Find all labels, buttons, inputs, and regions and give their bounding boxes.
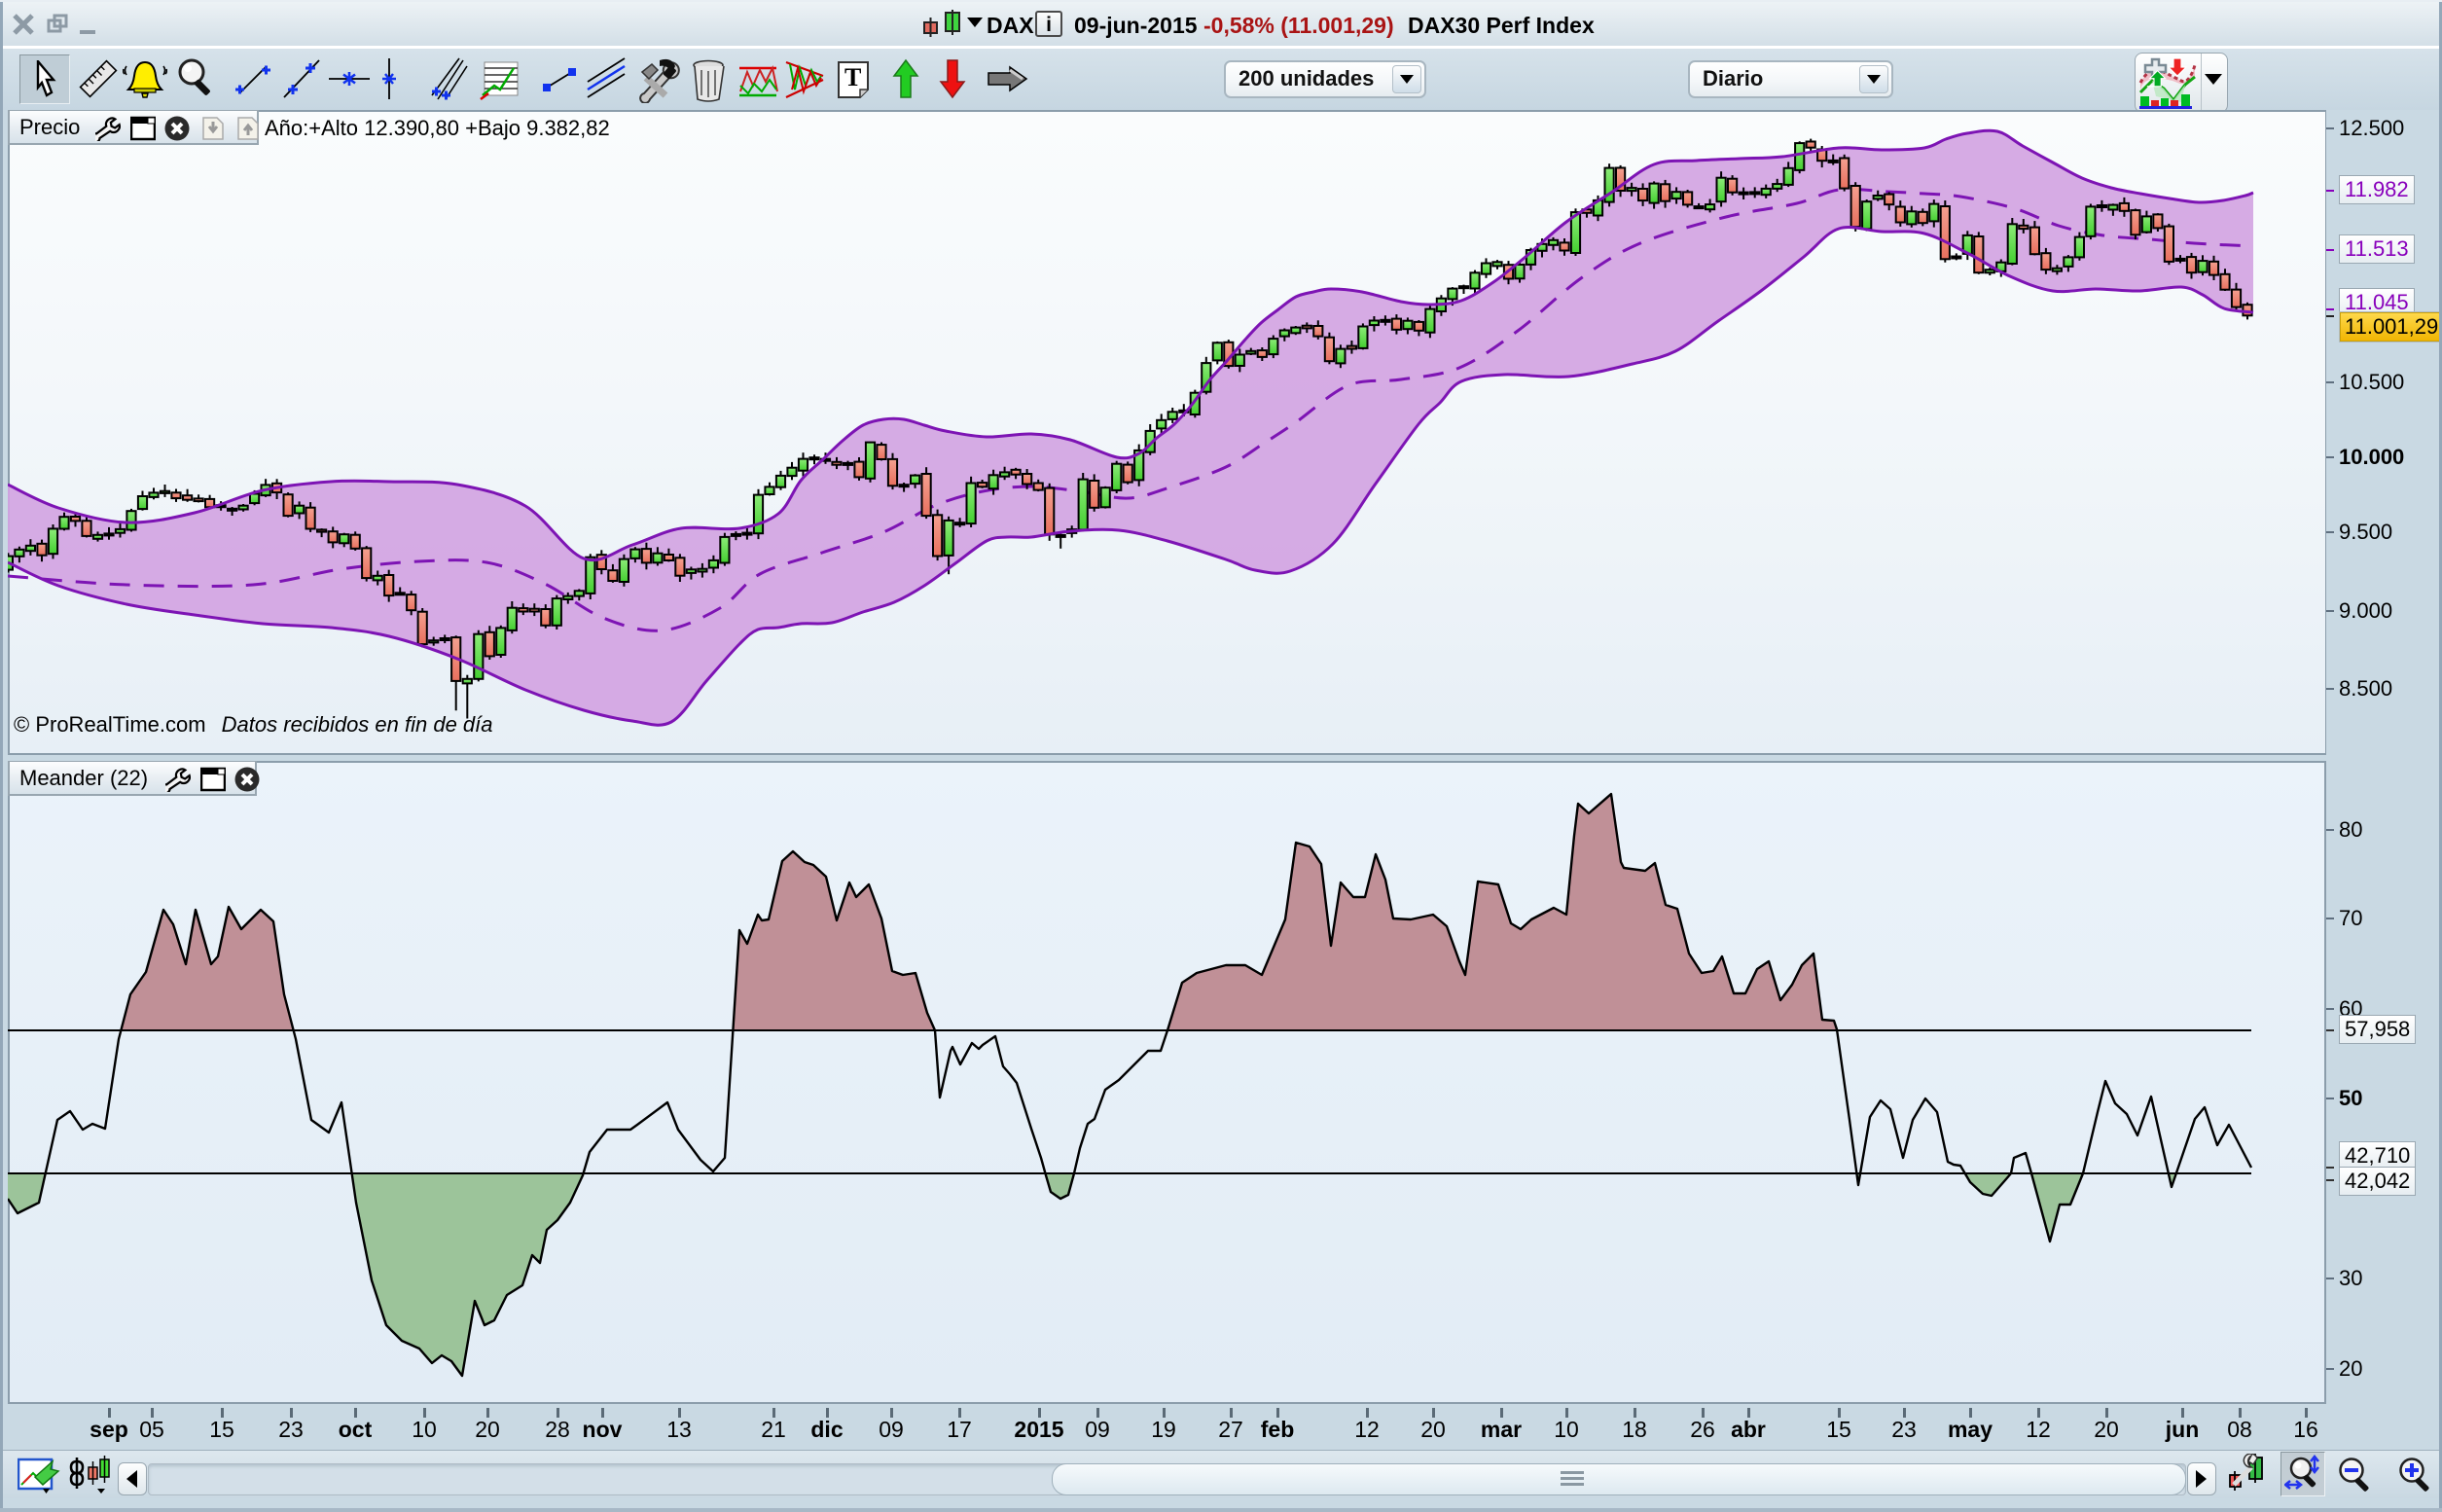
- svg-text:T: T: [844, 63, 861, 91]
